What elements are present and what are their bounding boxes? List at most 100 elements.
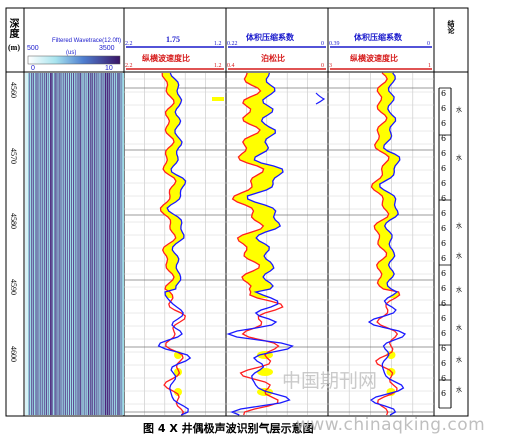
wavetrace-stripe — [29, 73, 30, 415]
wavetrace-stripe — [39, 73, 41, 415]
gas-symbol: 6 — [441, 224, 446, 233]
red-curve — [231, 72, 284, 416]
blue-curve — [367, 72, 407, 416]
wavetrace-stripe — [50, 73, 52, 415]
zone-label: 水 — [456, 154, 462, 162]
gas-symbol: 6 — [441, 374, 446, 383]
gas-symbol: 6 — [441, 89, 446, 98]
depth-label: 深度 — [7, 18, 18, 38]
gas-symbol: 6 — [441, 254, 446, 263]
depth-tick-label: 4590 — [9, 279, 18, 295]
wavetrace-stripe — [64, 73, 66, 415]
track2b-right: 1.2 — [214, 63, 222, 69]
track3-left: 0.4 — [227, 63, 235, 69]
track4-right: 1 — [428, 63, 431, 69]
red-curve — [370, 72, 401, 416]
wavetrace-stripe — [83, 73, 85, 415]
gas-symbol: 6 — [441, 299, 446, 308]
gas-symbol: 6 — [441, 164, 446, 173]
track2b-left: 2.2 — [125, 63, 133, 69]
gas-zone-fill — [174, 368, 182, 376]
blue-curve — [226, 72, 294, 416]
zone-label: 水 — [456, 324, 462, 332]
log-curves — [157, 72, 407, 416]
depth-tick-label: 4600 — [9, 346, 18, 362]
watermark-cn: 中国期刊网 — [282, 370, 378, 392]
wavetrace-stripe — [71, 73, 72, 415]
wavetrace-stripe — [52, 73, 53, 415]
wavetrace-stripe — [115, 73, 117, 415]
track2-title: 纵横波速度比 — [142, 54, 190, 63]
wavetrace-stripe — [58, 73, 60, 415]
gas-symbol: 6 — [441, 344, 446, 353]
track3-left-top: 0.22 — [227, 41, 238, 47]
blue-curve — [157, 72, 192, 416]
gas-zone-fill — [232, 73, 283, 298]
wavetrace-stripe — [75, 73, 77, 415]
gas-zone-fill — [160, 73, 186, 298]
track3-title: 泊松比 — [261, 54, 285, 63]
track4-title-top: 体积压缩系数 — [354, 33, 402, 42]
red-curve — [159, 72, 187, 416]
wavetrace-stripe — [69, 73, 70, 415]
wavetrace-stripe — [79, 73, 81, 415]
wavetrace-stripe — [92, 73, 94, 415]
wavetrace-stripe — [60, 73, 62, 415]
wavetrace-stripe — [37, 73, 39, 415]
watermark-url: www.chinaqking.com — [296, 415, 486, 435]
gas-symbol: 6 — [441, 359, 446, 368]
wavetrace-stripe — [119, 73, 121, 415]
wavetrace-stripe — [45, 73, 48, 415]
gas-symbol: 6 — [441, 179, 446, 188]
gas-symbol: 6 — [441, 194, 446, 203]
track2-left: 2.2 — [125, 41, 133, 47]
gas-flag — [212, 97, 224, 101]
wavetrace-stripe — [117, 73, 119, 415]
wavetrace-scale-max: 3500 — [99, 45, 115, 52]
gas-symbol: 6 — [441, 284, 446, 293]
gas-symbol: 6 — [441, 269, 446, 278]
colorbar-max: 10 — [105, 65, 113, 72]
track4-left: 3 — [329, 63, 332, 69]
wavetrace-stripe — [90, 73, 92, 415]
wavetrace-stripe — [31, 73, 33, 415]
wavetrace-stripe — [85, 73, 87, 415]
gas-symbol: 6 — [441, 104, 446, 113]
track3-right-top: 0 — [321, 41, 324, 47]
wavetrace-stripe — [111, 73, 113, 415]
wavetrace-stripe — [62, 73, 64, 415]
wavetrace-stripe — [35, 73, 37, 415]
wavetrace-stripe — [102, 73, 104, 415]
wavetrace-stripe — [87, 73, 90, 415]
wavetrace-stripe — [48, 73, 49, 415]
gas-symbol: 6 — [441, 134, 446, 143]
wavetrace-stripe — [41, 73, 43, 415]
track4-left-top: 0.39 — [329, 41, 340, 47]
figure-caption: 图 4 X 井偶极声波识别气层示意图 — [143, 422, 314, 435]
wavetrace-stripe — [108, 73, 111, 415]
depth-unit: (m) — [8, 43, 20, 52]
wavetrace-stripe — [73, 73, 75, 415]
wavetrace-stripe — [113, 73, 115, 415]
track2-right: 1.2 — [214, 41, 222, 47]
track3-title-top: 体积压缩系数 — [246, 33, 294, 42]
wavetrace-stripe — [94, 73, 96, 415]
gas-symbol: 6 — [441, 209, 446, 218]
depth-tick-label: 4560 — [9, 82, 18, 98]
wavetrace-stripe — [54, 73, 56, 415]
wavetrace-stripe — [100, 73, 102, 415]
wavetrace-stripe — [106, 73, 109, 415]
colorbar — [27, 55, 121, 65]
gas-symbol: 6 — [441, 389, 446, 398]
track3-right: 0 — [321, 63, 324, 69]
wavetrace-title: Filtered Wavetrace(12.0ft) — [52, 38, 122, 44]
wavetrace-stripe — [98, 73, 100, 415]
track4-title: 纵横波速度比 — [350, 54, 398, 63]
wavetrace-stripe — [33, 73, 34, 415]
zone-label: 水 — [456, 286, 462, 294]
gas-symbol: 6 — [441, 239, 446, 248]
wavetrace-stripe — [43, 73, 46, 415]
wavetrace-stripe — [121, 73, 123, 415]
wavetrace-stripe — [66, 73, 68, 415]
